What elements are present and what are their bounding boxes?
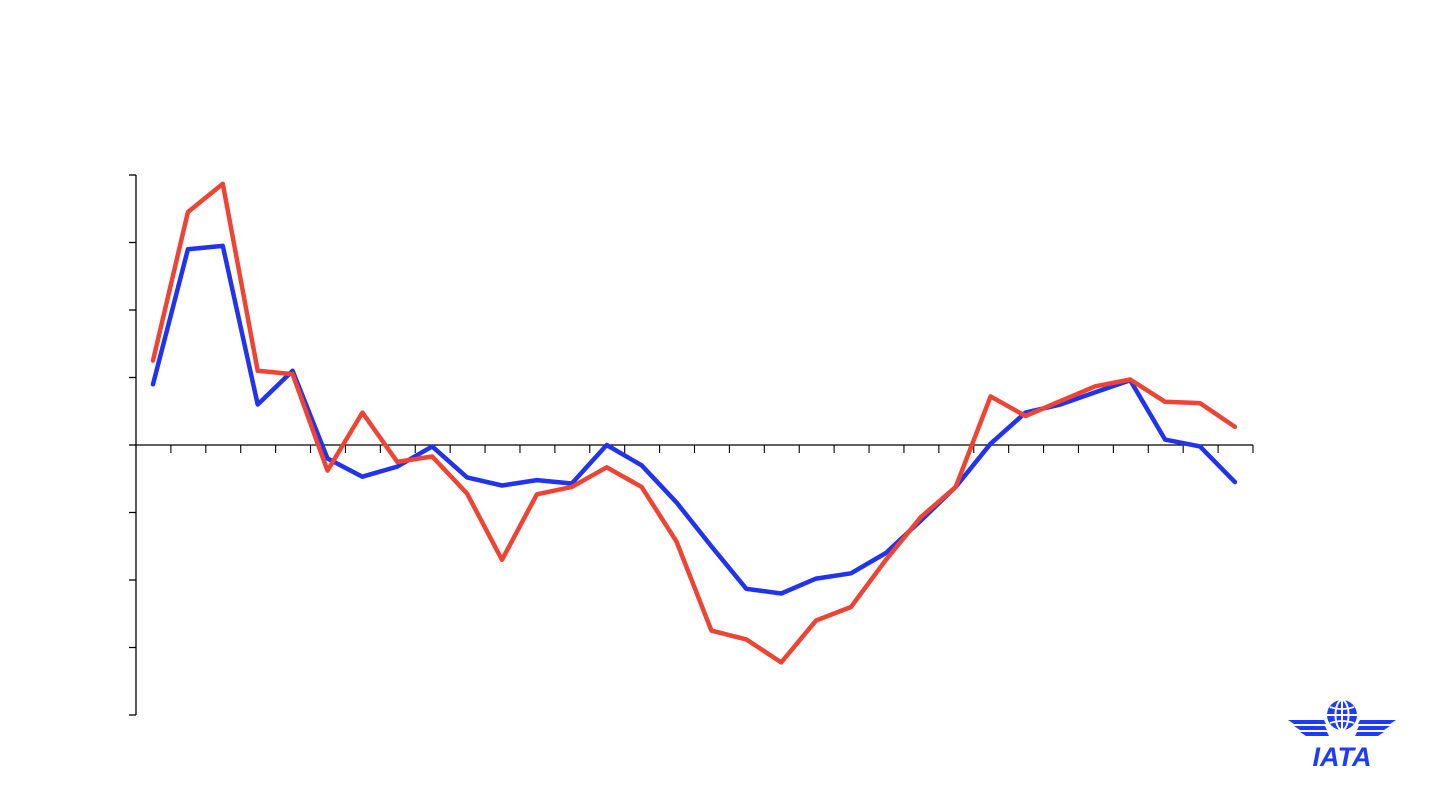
iata-logo: IATA xyxy=(1288,699,1396,770)
right-wing-icon xyxy=(1355,720,1396,736)
chart-series xyxy=(150,181,1238,665)
left-wing-icon xyxy=(1288,720,1329,736)
series-line-1 xyxy=(150,243,1238,596)
globe-icon xyxy=(1327,699,1357,731)
logo-wordmark: IATA xyxy=(1313,742,1372,770)
chart-axes xyxy=(129,174,1254,716)
series-line-2 xyxy=(150,181,1238,665)
